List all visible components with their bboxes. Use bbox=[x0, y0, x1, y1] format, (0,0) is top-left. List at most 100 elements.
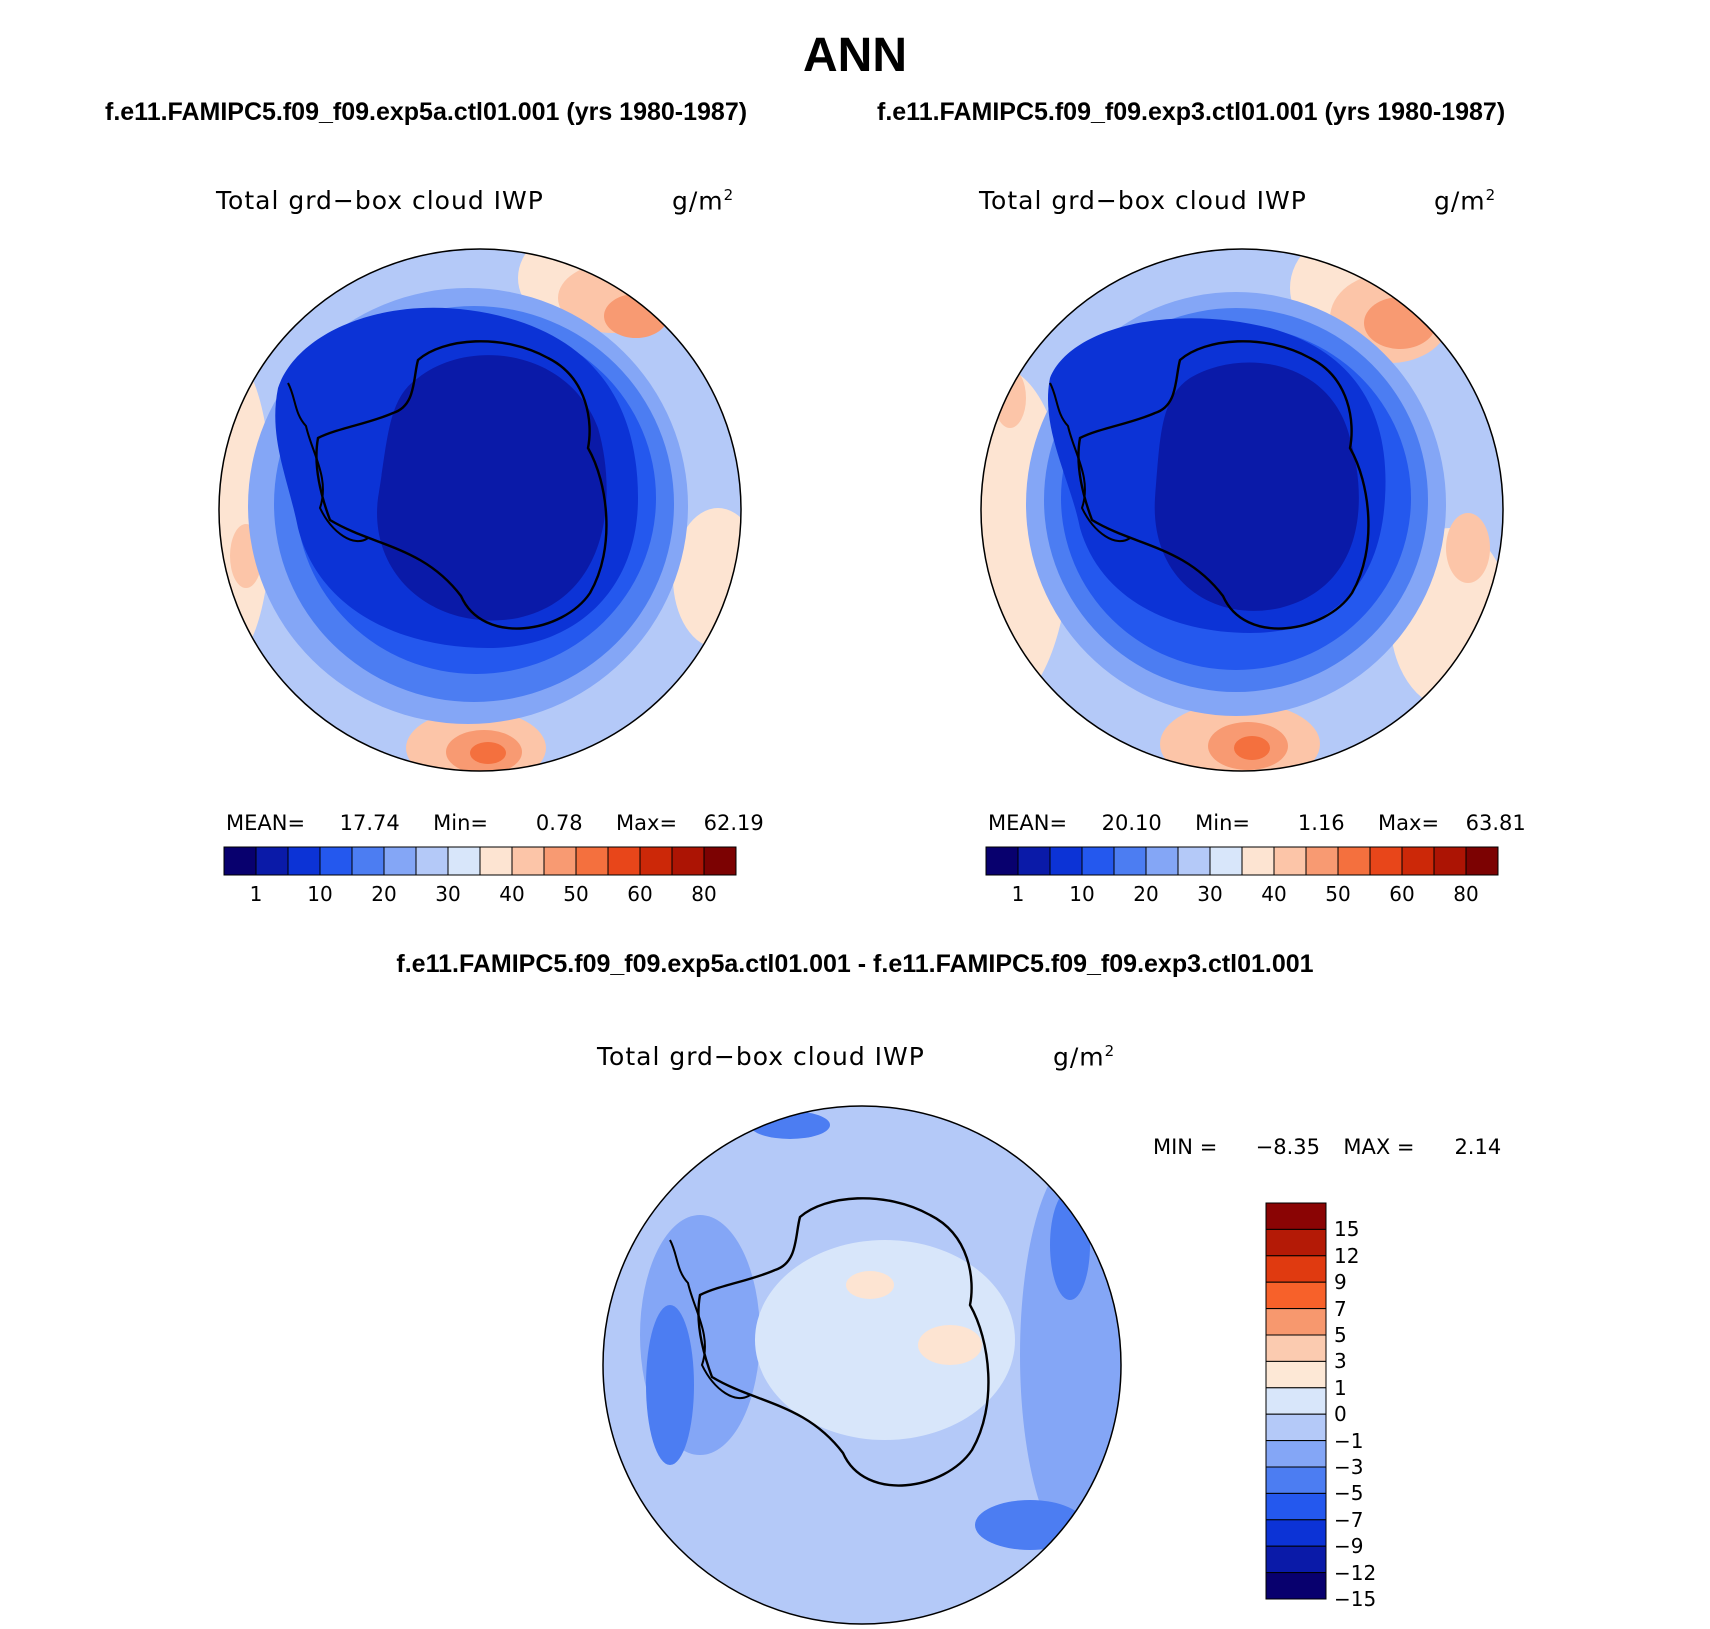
colorbar-swatch bbox=[1265, 1440, 1327, 1468]
colorbar-swatch bbox=[639, 846, 673, 876]
colorbar-tick-label: 7 bbox=[1334, 1296, 1347, 1321]
colorbar-tick-label: 60 bbox=[627, 882, 653, 906]
colorbar-tick-label: 40 bbox=[499, 882, 525, 906]
antarctica-coastline bbox=[315, 340, 608, 630]
panel-1-variable-label: Total grd−box cloud IWP bbox=[216, 186, 544, 215]
colorbar-tick-label: −7 bbox=[1334, 1507, 1364, 1532]
warm-anomaly-south-core bbox=[470, 742, 506, 764]
warm-anomaly-west-core bbox=[994, 368, 1026, 428]
colorbar-swatch bbox=[1273, 846, 1307, 876]
panel-1-stats: MEAN= 17.74 Min= 0.78 Max= 62.19 bbox=[226, 811, 764, 835]
colorbar-swatch bbox=[1433, 846, 1467, 876]
colorbar-swatch bbox=[703, 846, 737, 876]
colorbar-swatch bbox=[1265, 1228, 1327, 1257]
inner-core bbox=[377, 355, 607, 621]
colorbar-swatch bbox=[671, 846, 705, 876]
colorbar-tick-label: −5 bbox=[1334, 1481, 1364, 1506]
map-border bbox=[218, 248, 742, 772]
colorbar-swatch bbox=[1081, 846, 1115, 876]
colorbar-swatch bbox=[511, 846, 545, 876]
colorbar-swatch bbox=[1265, 1308, 1327, 1336]
panel-2-colorbar-labels: 1 10 20 30 40 50 60 80 bbox=[986, 882, 1498, 908]
map-border bbox=[602, 1105, 1122, 1625]
antarctic-peninsula-coastline bbox=[287, 382, 369, 543]
diff-polar-map bbox=[602, 1105, 1122, 1625]
colorbar-swatch bbox=[1265, 1545, 1327, 1574]
diff-negative-southeast bbox=[975, 1500, 1085, 1550]
antarctica-coastline bbox=[697, 1197, 990, 1487]
colorbar-tick-label: 80 bbox=[691, 882, 717, 906]
diff-positive-interior-2 bbox=[918, 1325, 982, 1365]
colorbar-swatch bbox=[1017, 846, 1051, 876]
panel-1-min-label: Min= bbox=[433, 811, 488, 835]
plot-title: ANN bbox=[803, 29, 907, 82]
colorbar-swatch bbox=[479, 846, 513, 876]
panel-1-colorbar bbox=[223, 846, 737, 876]
panel-2-mean-value: 20.10 bbox=[1101, 811, 1162, 835]
panel-2-max-value: 63.81 bbox=[1465, 811, 1526, 835]
colorbar-swatch bbox=[1265, 1360, 1327, 1389]
colorbar-tick-label: 9 bbox=[1334, 1270, 1347, 1295]
colorbar-swatch bbox=[1265, 1492, 1327, 1521]
colorbar-swatch bbox=[1113, 846, 1147, 876]
colorbar-swatch bbox=[1265, 1413, 1327, 1442]
colorbar-tick-label: 30 bbox=[1197, 882, 1223, 906]
colorbar-tick-label: −12 bbox=[1334, 1560, 1377, 1585]
panel-2-mean-label: MEAN= bbox=[988, 811, 1068, 835]
antarctica-coastline bbox=[1077, 340, 1370, 630]
colorbar-swatch bbox=[1337, 846, 1371, 876]
colorbar-swatch bbox=[287, 846, 321, 876]
panel-2-variable-label: Total grd−box cloud IWP bbox=[979, 186, 1307, 215]
antarctic-peninsula-coastline bbox=[669, 1239, 751, 1400]
colorbar-swatch bbox=[1177, 846, 1211, 876]
colorbar-swatch bbox=[1401, 846, 1435, 876]
colorbar-tick-label: −1 bbox=[1334, 1428, 1364, 1453]
colorbar-swatch bbox=[575, 846, 609, 876]
diff-panel-variable-label: Total grd−box cloud IWP bbox=[597, 1042, 925, 1071]
colorbar-tick-label: 10 bbox=[307, 882, 333, 906]
warm-anomaly-south-core bbox=[1234, 736, 1270, 760]
colorbar-swatch bbox=[1265, 1255, 1327, 1283]
colorbar-swatch bbox=[351, 846, 385, 876]
colorbar-swatch bbox=[1265, 1519, 1327, 1547]
colorbar-swatch bbox=[1209, 846, 1243, 876]
colorbar-swatch bbox=[1305, 846, 1339, 876]
panel-1-polar-map bbox=[218, 248, 742, 772]
panel-1-units-label: g/m2 bbox=[672, 186, 735, 216]
diff-negative-north bbox=[750, 1111, 830, 1139]
panel-2-stats: MEAN= 20.10 Min= 1.16 Max= 63.81 bbox=[988, 811, 1526, 835]
diff-colorbar bbox=[1265, 1202, 1327, 1600]
colorbar-tick-label: 20 bbox=[371, 882, 397, 906]
colorbar-tick-label: 10 bbox=[1069, 882, 1095, 906]
colorbar-swatch bbox=[1241, 846, 1275, 876]
colorbar-swatch bbox=[1369, 846, 1403, 876]
diff-negative-east-core bbox=[1050, 1190, 1090, 1300]
colorbar-swatch bbox=[255, 846, 289, 876]
colorbar-swatch bbox=[415, 846, 449, 876]
colorbar-tick-label: 1 bbox=[249, 882, 263, 906]
colorbar-swatch bbox=[1265, 1387, 1327, 1415]
colorbar-swatch bbox=[543, 846, 577, 876]
diff-negative-west-core bbox=[646, 1305, 694, 1465]
panel-2-min-value: 1.16 bbox=[1297, 811, 1345, 835]
colorbar-tick-label: 30 bbox=[435, 882, 461, 906]
panel-1-run-title: f.e11.FAMIPC5.f09_f09.exp5a.ctl01.001 (y… bbox=[105, 98, 748, 126]
colorbar-swatch bbox=[1265, 1334, 1327, 1362]
antarctic-peninsula-coastline bbox=[1049, 382, 1131, 543]
colorbar-tick-label: 80 bbox=[1453, 882, 1479, 906]
diff-min-value: −8.35 bbox=[1255, 1135, 1320, 1159]
panel-1-max-label: Max= bbox=[616, 811, 678, 835]
diff-negative-east bbox=[1020, 1155, 1121, 1555]
colorbar-swatch bbox=[1145, 846, 1179, 876]
diff-weak-interior bbox=[755, 1240, 1015, 1440]
panel-1-min-value: 0.78 bbox=[535, 811, 583, 835]
colorbar-tick-label: 50 bbox=[563, 882, 589, 906]
panel-2-min-label: Min= bbox=[1195, 811, 1250, 835]
colorbar-swatch bbox=[383, 846, 417, 876]
panel-2-polar-map bbox=[980, 248, 1504, 772]
diff-panel-units-label: g/m2 bbox=[1053, 1042, 1116, 1072]
colorbar-tick-label: 60 bbox=[1389, 882, 1415, 906]
panel-1-max-value: 62.19 bbox=[703, 811, 764, 835]
colorbar-swatch bbox=[1265, 1466, 1327, 1494]
colorbar-swatch bbox=[1265, 1281, 1327, 1310]
